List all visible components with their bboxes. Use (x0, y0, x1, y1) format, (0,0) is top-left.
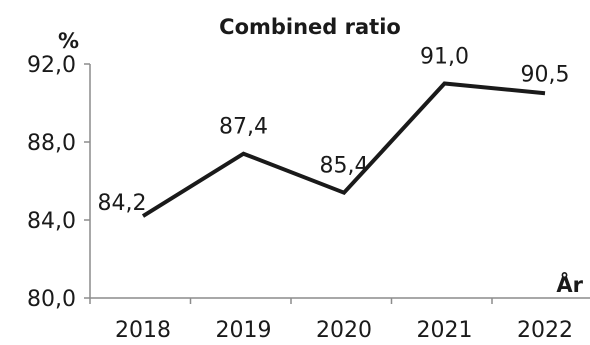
series-group (141, 81, 546, 218)
y-tick-label: 80,0 (27, 287, 76, 312)
chart-title: Combined ratio (219, 15, 401, 39)
data-label: 87,4 (219, 115, 268, 140)
x-tick-label: 2020 (316, 318, 372, 343)
data-label: 90,5 (521, 62, 570, 87)
data-label: 85,4 (320, 154, 369, 179)
x-axis-label: År (556, 272, 583, 297)
x-tick-label: 2019 (216, 318, 272, 343)
x-tick-label: 2022 (517, 318, 573, 343)
data-label: 84,2 (98, 191, 147, 216)
combined-ratio-line (141, 81, 546, 218)
axes (89, 64, 590, 299)
y-axis-unit-label: % (58, 29, 79, 53)
y-tick-label: 88,0 (27, 131, 76, 156)
x-tick-label: 2021 (417, 318, 473, 343)
y-tick-label: 84,0 (27, 209, 76, 234)
x-axis-ticks: 2018 2019 2020 2021 2022 (89, 298, 573, 343)
x-tick-label: 2018 (115, 318, 171, 343)
data-label: 91,0 (420, 45, 469, 70)
data-labels-group: 84,2 87,4 85,4 91,0 90,5 (98, 45, 570, 217)
y-tick-label: 92,0 (27, 53, 76, 78)
y-axis-ticks: 80,0 84,0 88,0 92,0 (27, 53, 90, 312)
